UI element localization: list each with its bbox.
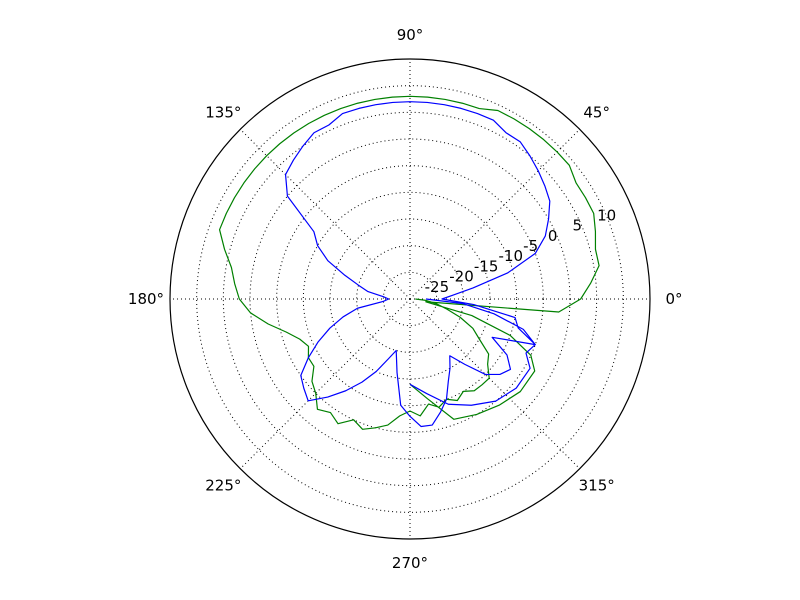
angle-tick-label: 90° — [397, 26, 424, 44]
radial-grid-circle — [356, 245, 464, 353]
radial-tick-label: -5 — [523, 237, 538, 255]
angle-tick-label: 315° — [579, 477, 615, 495]
radial-tick-label: 10 — [597, 206, 616, 224]
tick-labels: 0° 45° 90° 135° 180° 225° 270° 315° -25-20-15-10… — [128, 26, 683, 572]
angle-tick-label: 135° — [205, 103, 241, 121]
angle-tick-label: 180° — [128, 290, 164, 308]
angle-tick-label: 225° — [205, 477, 241, 495]
radial-grid-circle — [382, 271, 438, 327]
angular-grid-line — [409, 128, 581, 300]
radial-tick-label: -15 — [474, 257, 499, 275]
radial-grid-circle — [302, 191, 518, 407]
radial-tick-label: -10 — [499, 247, 524, 265]
angle-tick-label: 45° — [583, 103, 610, 121]
outer-ring — [169, 58, 651, 540]
radial-tick-label: -25 — [425, 278, 450, 296]
radial-tick-label: -20 — [449, 268, 474, 286]
angular-grid-line — [409, 298, 581, 470]
angle-tick-label: 0° — [665, 290, 682, 308]
radial-grid-circle — [222, 111, 598, 487]
polar-grid — [169, 58, 651, 540]
angular-grid-line — [239, 298, 411, 470]
angular-grid-line — [239, 128, 411, 300]
series-layer — [218, 95, 600, 430]
angle-tick-label: 270° — [392, 554, 428, 572]
radial-grid-circle — [276, 165, 544, 433]
radial-tick-label: 5 — [572, 217, 582, 235]
series-line-1 — [218, 95, 600, 430]
radial-grid-circle — [196, 85, 624, 513]
radial-tick-label: 0 — [548, 227, 558, 245]
series-line-2 — [284, 101, 551, 428]
